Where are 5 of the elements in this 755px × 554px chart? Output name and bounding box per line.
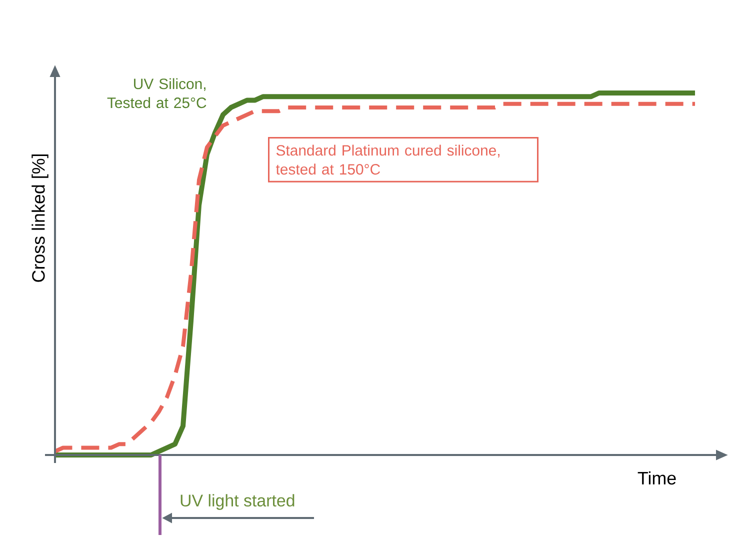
text: UV light started [180,494,294,510]
x-axis-title: Time [638,471,676,485]
text: Standard Platinum cured silicone, tested at 150°C [276,144,500,175]
y-axis-title: Cross linked [%] [32,154,48,282]
series-label: UV Silicon, Tested at 25°C [107,78,206,108]
